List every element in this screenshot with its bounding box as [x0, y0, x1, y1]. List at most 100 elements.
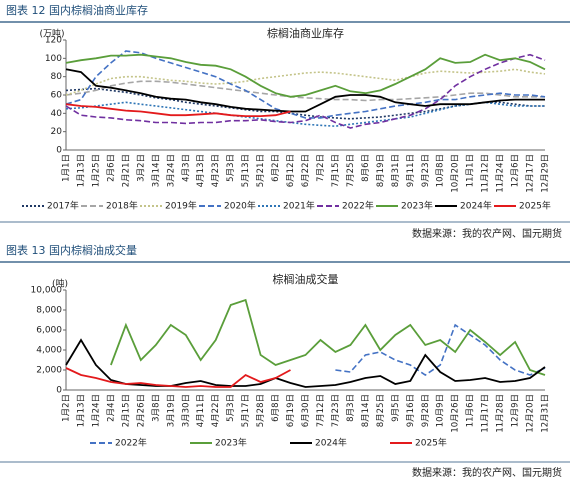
x-tick-label: 2月15日	[121, 394, 131, 427]
x-tick-label: 7月25日	[346, 154, 356, 187]
x-tick-label: 10月26日	[451, 394, 461, 433]
figure-caption: 图表 12 国内棕榈油商业库存	[6, 3, 148, 17]
x-tick-label: 6月30日	[301, 394, 311, 427]
y-axis-label: (万吨)	[39, 28, 64, 40]
y-tick-label: 0	[56, 146, 62, 156]
series-line	[65, 53, 546, 98]
legend-label: 2025年	[519, 200, 551, 212]
x-tick-label: 11月12日	[481, 154, 491, 193]
y-tick-label: 120	[45, 36, 62, 46]
series-line	[65, 338, 546, 388]
x-tick-label: 9月11日	[406, 154, 416, 187]
x-tick-label: 7月12日	[316, 394, 326, 427]
y-tick-label: 2,000	[36, 366, 62, 376]
x-tick-label: 10月9日	[436, 394, 446, 427]
x-tick-label: 12月29日	[541, 154, 551, 193]
legend-label: 2023年	[215, 437, 247, 449]
legend-label: 2024年	[315, 437, 347, 449]
x-tick-label: 7月2日	[316, 154, 326, 182]
x-tick-label: 9月5日	[391, 394, 401, 422]
y-tick-label: 0	[56, 386, 62, 396]
x-tick-label: 7月15日	[331, 154, 341, 187]
chart-title: 棕榈油成交量	[273, 272, 339, 286]
x-tick-label: 11月24日	[496, 154, 506, 193]
x-tick-label: 12月31日	[541, 394, 551, 433]
x-tick-label: 1月13日	[76, 394, 86, 427]
y-tick-label: 60	[51, 91, 63, 101]
x-tick-label: 8月25日	[376, 394, 386, 427]
series-line	[335, 323, 546, 376]
x-tick-label: 8月3日	[346, 394, 356, 422]
legend-label: 2022年	[115, 437, 147, 449]
legend-label: 2023年	[401, 200, 433, 212]
x-tick-label: 2月26日	[136, 394, 146, 427]
y-tick-label: 10,000	[31, 286, 63, 296]
series-line	[65, 87, 545, 120]
x-tick-label: 8月31日	[391, 154, 401, 187]
x-tick-label: 6月22日	[301, 154, 311, 187]
series-line	[65, 68, 545, 113]
x-tick-label: 4月13日	[196, 154, 206, 187]
figure-source: 数据来源：我的农产网、国元期货	[412, 227, 562, 240]
y-tick-label: 20	[51, 127, 63, 137]
x-tick-label: 4月22日	[211, 394, 221, 427]
series-line	[65, 367, 291, 388]
figure-caption: 图表 13 国内棕榈油成交量	[6, 243, 137, 257]
x-tick-label: 3月30日	[181, 394, 191, 427]
x-tick-label: 5月13日	[241, 154, 251, 187]
x-tick-label: 2月6日	[106, 154, 116, 182]
x-tick-label: 6月8日	[271, 394, 281, 422]
x-tick-label: 11月6日	[466, 394, 476, 427]
y-tick-label: 4,000	[36, 346, 62, 356]
x-tick-label: 9月23日	[421, 154, 431, 187]
legend-label: 2021年	[283, 200, 315, 212]
y-tick-label: 40	[51, 109, 63, 119]
chart-title: 棕榈油商业库存	[267, 26, 344, 40]
x-tick-label: 11月17日	[481, 394, 491, 433]
x-tick-label: 6月2日	[271, 154, 281, 182]
x-tick-label: 3月14日	[151, 154, 161, 187]
x-tick-label: 3月8日	[151, 394, 161, 422]
y-tick-label: 100	[45, 54, 62, 64]
x-tick-label: 1月13日	[76, 154, 86, 187]
x-tick-label: 5月3日	[226, 154, 236, 182]
x-tick-label: 12月17日	[526, 154, 536, 193]
figure-source: 数据来源：我的农产网、国元期货	[412, 466, 562, 479]
x-tick-label: 12月6日	[511, 154, 521, 187]
x-tick-label: 8月14日	[361, 394, 371, 427]
x-tick-label: 3月24日	[166, 154, 176, 187]
x-tick-label: 1月24日	[91, 394, 101, 427]
x-tick-label: 5月21日	[256, 154, 266, 187]
x-tick-label: 7月23日	[331, 394, 341, 427]
series-line	[65, 68, 546, 96]
x-tick-label: 1月25日	[91, 154, 101, 187]
x-tick-label: 11月28日	[496, 394, 506, 433]
legend-label: 2020年	[224, 200, 256, 212]
x-tick-label: 9月16日	[406, 394, 416, 427]
x-tick-label: 5月28日	[256, 394, 266, 427]
x-tick-label: 10月8日	[436, 154, 446, 187]
x-tick-label: 4月23日	[211, 154, 221, 187]
series-line	[65, 101, 545, 128]
series-line	[110, 298, 546, 376]
x-tick-label: 11月1日	[466, 154, 476, 187]
x-tick-label: 3月2日	[136, 154, 146, 182]
x-tick-label: 6月19日	[286, 394, 296, 427]
legend-label: 2022年	[342, 200, 374, 212]
legend-label: 2024年	[460, 200, 492, 212]
x-tick-label: 2月4日	[106, 394, 116, 422]
x-tick-label: 12月9日	[511, 394, 521, 427]
x-tick-label: 5月17日	[241, 394, 251, 427]
legend-label: 2017年	[47, 200, 79, 212]
series-line	[65, 80, 545, 102]
legend-label: 2025年	[415, 437, 447, 449]
x-tick-label: 8月19日	[376, 154, 386, 187]
x-tick-label: 8月6日	[361, 154, 371, 182]
x-tick-label: 6月12日	[286, 154, 296, 187]
x-tick-label: 4月11日	[196, 394, 206, 427]
y-tick-label: 80	[51, 72, 63, 82]
series-line	[65, 53, 546, 129]
x-tick-label: 3月19日	[166, 394, 176, 427]
x-tick-label: 2月21日	[121, 154, 131, 187]
